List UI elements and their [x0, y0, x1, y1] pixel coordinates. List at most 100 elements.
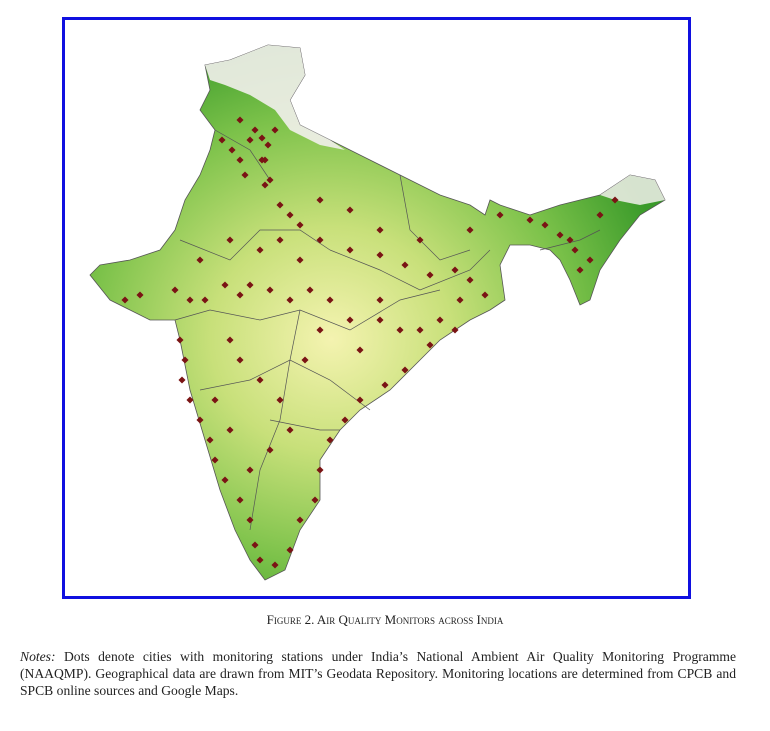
monitor-dot [276, 396, 284, 404]
state-border [399, 174, 471, 261]
monitor-dot [226, 236, 234, 244]
monitor-dot [196, 416, 204, 424]
monitor-dot [316, 236, 324, 244]
monitor-dot [286, 211, 294, 219]
monitor-dot [258, 134, 266, 142]
notes-label: Notes: [20, 649, 56, 664]
monitor-dot [246, 281, 254, 289]
monitor-dot [541, 221, 549, 229]
monitor-dot [426, 341, 434, 349]
monitor-dot [258, 156, 266, 164]
monitor-dot [266, 286, 274, 294]
monitor-dot [251, 126, 259, 134]
state-border [214, 129, 271, 181]
india-landmass [89, 44, 666, 581]
monitor-dot [236, 291, 244, 299]
monitor-dot [186, 296, 194, 304]
monitor-dot [376, 251, 384, 259]
monitor-dot [456, 296, 464, 304]
monitor-dot [226, 336, 234, 344]
monitor-dot [316, 326, 324, 334]
monitor-dot [376, 296, 384, 304]
monitor-dot [526, 216, 534, 224]
monitor-dot [426, 271, 434, 279]
monitor-dot [596, 211, 604, 219]
himalaya-snow [205, 45, 345, 150]
monitor-dot [271, 561, 279, 569]
monitor-dot [436, 316, 444, 324]
figure-notes: Notes: Dots denote cities with monitorin… [20, 648, 736, 699]
monitor-dot [246, 516, 254, 524]
monitor-dot [586, 256, 594, 264]
monitor-dot [346, 246, 354, 254]
figure-frame [62, 17, 691, 599]
monitor-dot [201, 296, 209, 304]
monitor-dot [346, 206, 354, 214]
monitor-dot [261, 181, 269, 189]
state-borders [174, 129, 601, 531]
monitor-dot [341, 416, 349, 424]
monitor-dot [481, 291, 489, 299]
monitor-dot [326, 296, 334, 304]
monitor-dot [286, 296, 294, 304]
monitor-dot [466, 226, 474, 234]
monitor-dot [181, 356, 189, 364]
monitor-dot [256, 246, 264, 254]
monitor-dot [576, 266, 584, 274]
state-border [329, 249, 491, 291]
monitor-dot [218, 136, 226, 144]
monitor-dot [246, 466, 254, 474]
monitor-dot [276, 201, 284, 209]
monitor-dot [326, 436, 334, 444]
figure-caption: Figure 2. Air Quality Monitors across In… [266, 612, 504, 627]
state-border [249, 309, 301, 531]
monitor-dot [611, 196, 619, 204]
monitor-dot [451, 266, 459, 274]
monitor-dot [271, 126, 279, 134]
monitor-dot [466, 276, 474, 284]
monitor-dot [401, 366, 409, 374]
monitor-dot [496, 211, 504, 219]
monitor-dot [556, 231, 564, 239]
monitor-dot [171, 286, 179, 294]
monitor-dot [221, 281, 229, 289]
monitor-dot [221, 476, 229, 484]
monitor-dot [376, 226, 384, 234]
india-map [89, 44, 666, 581]
monitor-dot [316, 466, 324, 474]
monitor-dot [246, 136, 254, 144]
monitor-dot [264, 141, 272, 149]
monitor-dot [396, 326, 404, 334]
monitor-dot [296, 221, 304, 229]
northeast-snow [600, 175, 665, 205]
monitor-dot [266, 176, 274, 184]
monitor-dot [376, 316, 384, 324]
monitor-dot [416, 326, 424, 334]
monitor-dot [356, 396, 364, 404]
monitor-dot [566, 236, 574, 244]
monitor-dot [346, 316, 354, 324]
monitor-dot [228, 146, 236, 154]
monitor-dot [241, 171, 249, 179]
monitor-dot [301, 356, 309, 364]
monitor-dots [121, 116, 619, 569]
monitor-dot [206, 436, 214, 444]
monitor-dot [451, 326, 459, 334]
monitor-dot [296, 516, 304, 524]
monitor-dot [121, 296, 129, 304]
monitor-dot [211, 396, 219, 404]
monitor-dot [178, 376, 186, 384]
monitor-dot [176, 336, 184, 344]
monitor-dot [236, 356, 244, 364]
monitor-dot [211, 456, 219, 464]
monitor-dot [256, 556, 264, 564]
monitor-dot [356, 346, 364, 354]
monitor-dot [306, 286, 314, 294]
monitor-dot [296, 256, 304, 264]
monitor-dot [186, 396, 194, 404]
monitor-dot [286, 546, 294, 554]
monitor-dot [196, 256, 204, 264]
monitor-dot [276, 236, 284, 244]
state-border [269, 419, 340, 431]
monitor-dot [251, 541, 259, 549]
